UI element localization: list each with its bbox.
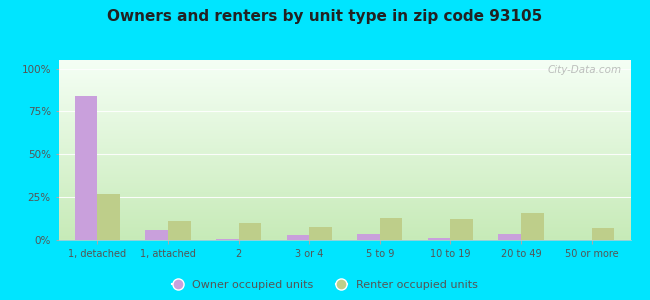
Bar bbox=[380, 218, 402, 240]
Bar bbox=[239, 223, 261, 240]
Bar bbox=[592, 228, 614, 240]
Bar bbox=[358, 234, 380, 240]
Bar bbox=[499, 234, 521, 240]
Bar bbox=[98, 194, 120, 240]
Bar bbox=[168, 221, 190, 240]
Bar bbox=[309, 227, 332, 240]
Text: City-Data.com: City-Data.com bbox=[548, 65, 622, 75]
Bar bbox=[287, 235, 309, 240]
Text: Owners and renters by unit type in zip code 93105: Owners and renters by unit type in zip c… bbox=[107, 9, 543, 24]
Legend: Owner occupied units, Renter occupied units: Owner occupied units, Renter occupied un… bbox=[168, 275, 482, 294]
Bar bbox=[428, 238, 450, 240]
Bar bbox=[146, 230, 168, 240]
Bar bbox=[450, 219, 473, 240]
Bar bbox=[216, 239, 239, 240]
Bar bbox=[521, 213, 543, 240]
Bar bbox=[75, 96, 98, 240]
